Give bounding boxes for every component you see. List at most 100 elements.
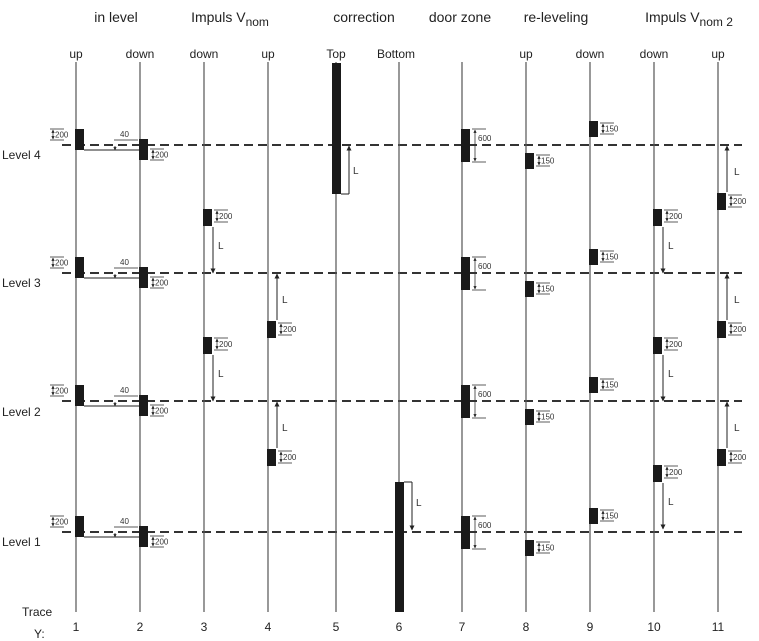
trace-number-4: 4 — [265, 620, 272, 634]
bar-c7-l3 — [461, 257, 470, 290]
group-label-6: Impuls Vnom 2 — [645, 9, 733, 29]
trace-label-7: up — [519, 47, 533, 61]
label-l-c4-23: L — [282, 295, 288, 306]
dim40-label-c2-l2: 40 — [120, 386, 129, 395]
bar-c9-l4 — [589, 121, 598, 137]
dim-c1-l2-label: 200 — [55, 387, 69, 396]
bar-c1-l2 — [75, 385, 84, 406]
group-label-2: Impuls Vnom — [191, 9, 269, 29]
group-label-1: in level — [94, 9, 138, 25]
dim-c4-23-label: 200 — [283, 325, 297, 334]
dim40-label-c2-l1: 40 — [120, 517, 129, 526]
bar-c4-12 — [267, 449, 276, 466]
dim-c3-32-label: 200 — [219, 340, 233, 349]
dim-c9-l1-label: 150 — [605, 512, 619, 521]
label-l-c4-12: L — [282, 423, 288, 434]
group-label-5: re-leveling — [524, 9, 589, 25]
dim-c9-l4-label: 150 — [605, 125, 619, 134]
label-l-c5: L — [353, 166, 359, 177]
dim-c9-l3-label: 150 — [605, 253, 619, 262]
bar-c9-l2 — [589, 377, 598, 393]
dim-c7-label-l1: 600 — [478, 521, 492, 530]
dim-c11-34-label: 200 — [733, 197, 747, 206]
dim-c8-l2-label: 150 — [541, 413, 555, 422]
trace-label-2: down — [126, 47, 155, 61]
label-l-c11-12: L — [734, 423, 740, 434]
bar-c1-l4 — [75, 129, 84, 150]
label-l-c11-23: L — [734, 295, 740, 306]
label-l-c11-34: L — [734, 167, 740, 178]
dim-c8-l3-label: 150 — [541, 285, 555, 294]
bar-c7-l1 — [461, 516, 470, 549]
trace-label-5: Top — [326, 47, 346, 61]
dim-c7-label-l3: 600 — [478, 262, 492, 271]
dim-c2-l4-label: 200 — [155, 151, 169, 160]
level-label-1: Level 1 — [2, 535, 41, 549]
dim-c1-l3-label: 200 — [55, 259, 69, 268]
dim40-label-c2-l3: 40 — [120, 258, 129, 267]
bar-c2-l2 — [139, 395, 148, 416]
bar-c2-l3 — [139, 267, 148, 288]
trace-marks: 200 200 40 200 200 40 200 200 40 200 200 40 200 L 200 L… — [50, 63, 747, 612]
label-l-c3-32: L — [218, 369, 224, 380]
trace-number-9: 9 — [587, 620, 594, 634]
label-l-c3-43: L — [218, 241, 224, 252]
trace-number-8: 8 — [523, 620, 530, 634]
bar-c11-34 — [717, 193, 726, 210]
dim-c10-43-label: 200 — [669, 212, 683, 221]
bar-c8-l1 — [525, 540, 534, 556]
bar-c7-l4 — [461, 129, 470, 162]
dim-c11-23-label: 200 — [733, 325, 747, 334]
bar-c10-32 — [653, 337, 662, 354]
bar-c2-l4 — [139, 139, 148, 160]
bar-c8-l3 — [525, 281, 534, 297]
trace-number-6: 6 — [396, 620, 403, 634]
trace-label-3: down — [190, 47, 219, 61]
dim-c10-21-label: 200 — [669, 468, 683, 477]
label-l-c10-43: L — [668, 241, 674, 252]
dim-c8-l1-label: 150 — [541, 544, 555, 553]
dim-c4-12-label: 200 — [283, 453, 297, 462]
level-label-4: Level 4 — [2, 148, 41, 162]
dim-c2-l1-label: 200 — [155, 538, 169, 547]
trace-label-1: up — [69, 47, 83, 61]
bar-c3-32 — [203, 337, 212, 354]
dim-c8-l4-label: 150 — [541, 157, 555, 166]
bar-c8-l4 — [525, 153, 534, 169]
label-l-c6: L — [416, 498, 422, 509]
dim-c11-12-label: 200 — [733, 453, 747, 462]
level-label-3: Level 3 — [2, 276, 41, 290]
bar-c1-l1 — [75, 516, 84, 537]
dim-c10-32-label: 200 — [669, 340, 683, 349]
bar-c11-23 — [717, 321, 726, 338]
bar-c1-l3 — [75, 257, 84, 278]
dim-c9-l2-label: 150 — [605, 381, 619, 390]
trace-label-6: Bottom — [377, 47, 415, 61]
trace-label-4: up — [261, 47, 275, 61]
dim40-label-c2-l4: 40 — [120, 130, 129, 139]
trace-number-10: 10 — [647, 620, 661, 634]
labels: in level Impuls Vnom correction door zone re… — [2, 9, 733, 641]
bar-c11-12 — [717, 449, 726, 466]
bar-c9-l3 — [589, 249, 598, 265]
group-label-4: door zone — [429, 9, 491, 25]
label-l-c10-32: L — [668, 369, 674, 380]
trace-number-5: 5 — [333, 620, 340, 634]
trace-label-9: down — [640, 47, 669, 61]
bar-c8-l2 — [525, 409, 534, 425]
level-label-2: Level 2 — [2, 405, 41, 419]
dim-c7-label-l4: 600 — [478, 134, 492, 143]
trace-number-11: 11 — [712, 620, 725, 634]
bar-c10-43 — [653, 209, 662, 226]
level-lines — [62, 144, 742, 533]
bar-c2-l1 — [139, 526, 148, 547]
bar-c5-top — [332, 63, 341, 194]
dim-c2-l3-label: 200 — [155, 279, 169, 288]
dim-c1-l1-label: 200 — [55, 518, 69, 527]
dim-c3-43-label: 200 — [219, 212, 233, 221]
dim-c1-l4-label: 200 — [55, 131, 69, 140]
dim-c7-label-l2: 600 — [478, 390, 492, 399]
bar-c9-l1 — [589, 508, 598, 524]
trace-number-1: 1 — [73, 620, 80, 634]
